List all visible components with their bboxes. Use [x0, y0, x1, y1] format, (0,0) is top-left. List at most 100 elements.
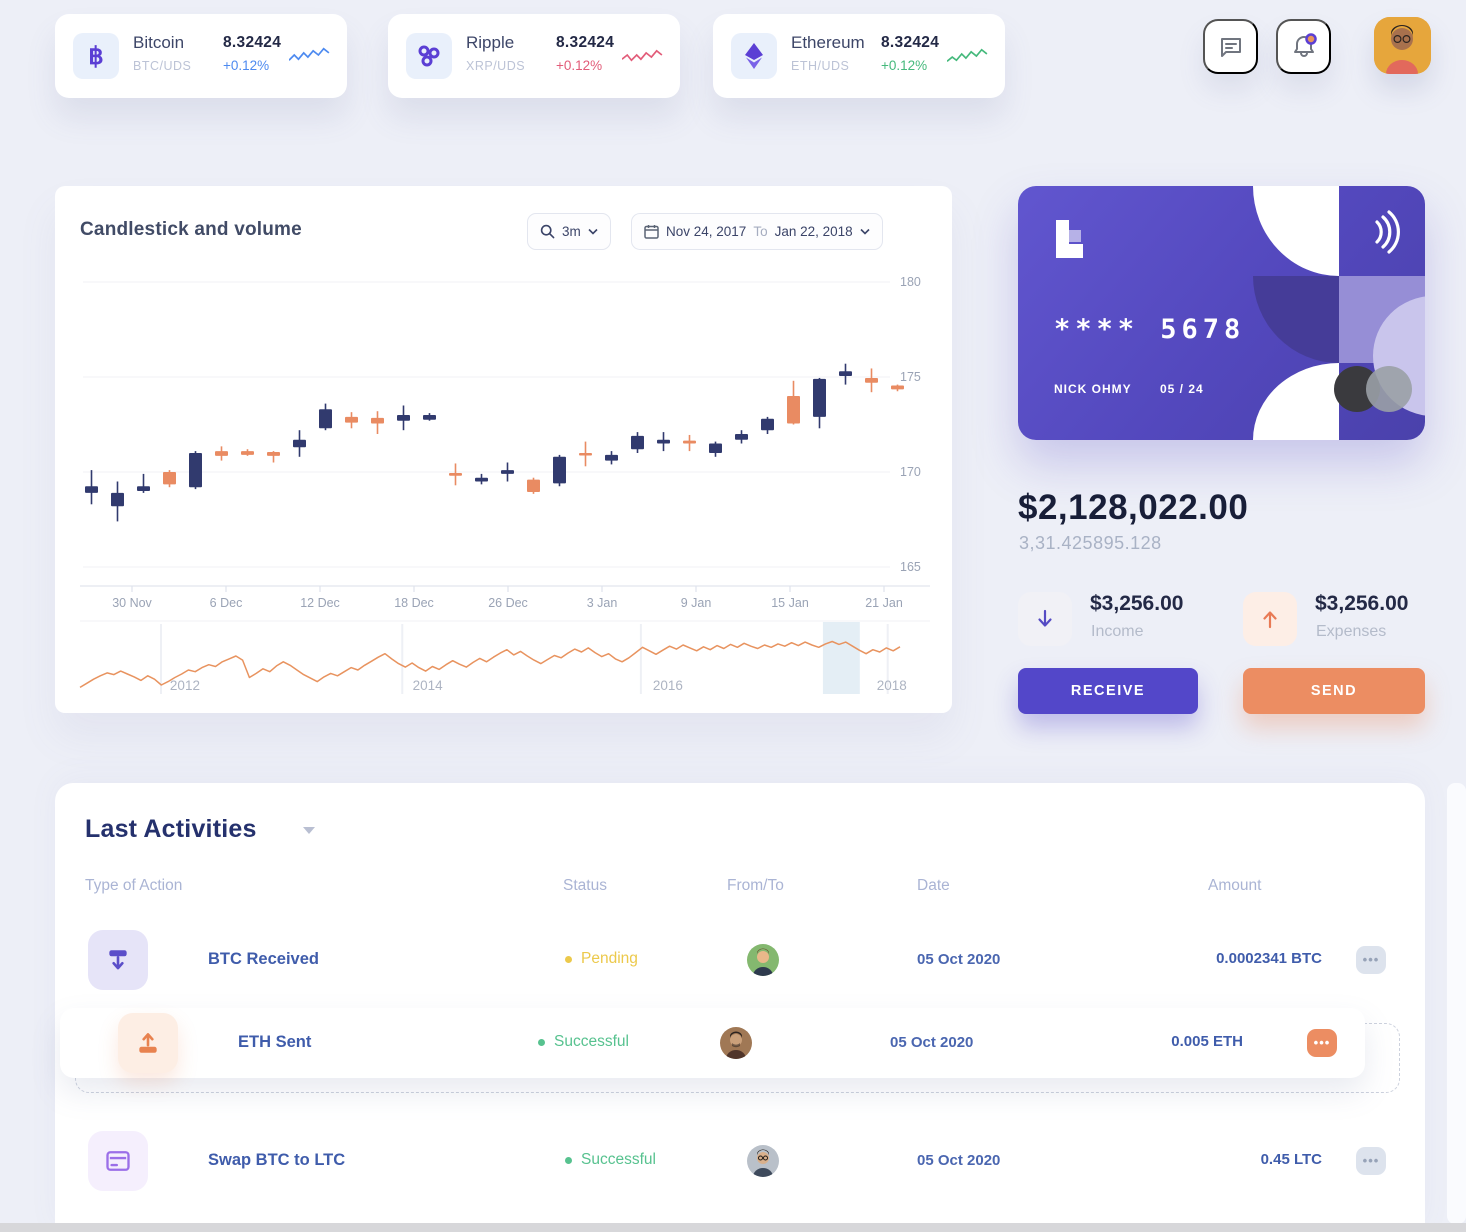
svg-text:18 Dec: 18 Dec — [394, 596, 434, 610]
messages-button[interactable] — [1203, 19, 1258, 74]
balance-crypto-equivalent: 3,31.425895.128 — [1019, 533, 1162, 553]
contactless-icon — [1375, 210, 1400, 254]
row-menu-button[interactable]: ••• — [1356, 1147, 1386, 1175]
ticker-change: +0.12% — [556, 58, 603, 73]
sparkline-icon — [947, 48, 988, 62]
column-type-of-action: Type of Action — [85, 877, 183, 894]
status-dot — [538, 1038, 545, 1046]
status-badge: Pending — [565, 950, 638, 968]
search-icon — [540, 224, 555, 239]
card-pattern-shape — [1253, 276, 1339, 363]
svg-text:12 Dec: 12 Dec — [300, 596, 340, 610]
card-toggle-light-circle[interactable] — [1366, 366, 1412, 412]
candlestick-chart-card: Candlestick and volume 3m Nov 24, 2017 T… — [55, 186, 952, 713]
candlestick-chart[interactable]: 180 175 170 165 30 Nov 6 Dec 12 Dec 18 Dec 26 De… — [75, 266, 945, 616]
card-expiry: 05 / 24 — [1160, 382, 1204, 396]
ticker-value: 8.32424 — [223, 34, 282, 51]
column-status: Status — [563, 877, 607, 894]
row-menu-button[interactable]: ••• — [1356, 946, 1386, 974]
ticker-value: 8.32424 — [556, 34, 615, 51]
card-pattern-shape — [1253, 363, 1339, 440]
chevron-down-icon — [588, 228, 598, 235]
ripple-icon — [406, 33, 452, 79]
svg-text:2014: 2014 — [413, 678, 444, 693]
activities-title: Last Activities — [85, 815, 257, 843]
activity-amount: 0.45 LTC — [1260, 1151, 1322, 1168]
svg-text:30 Nov: 30 Nov — [112, 596, 152, 610]
bell-icon — [1293, 32, 1317, 57]
send-icon — [118, 1013, 178, 1073]
svg-text:26 Dec: 26 Dec — [488, 596, 528, 610]
arrow-up-icon — [1263, 611, 1277, 629]
date-to-label: To — [753, 224, 768, 239]
row-menu-button[interactable]: ••• — [1307, 1029, 1337, 1057]
notifications-button[interactable] — [1276, 19, 1331, 74]
column-from-to: From/To — [727, 877, 784, 894]
card-contactless-cell — [1339, 186, 1425, 276]
activity-name: ETH Sent — [238, 1033, 312, 1051]
user-avatar[interactable] — [1374, 17, 1431, 74]
chevron-down-icon[interactable] — [303, 827, 315, 834]
svg-text:2012: 2012 — [170, 678, 200, 693]
expenses-label: Expenses — [1316, 623, 1387, 640]
sparkline-icon — [289, 47, 330, 61]
date-end: Jan 22, 2018 — [774, 224, 853, 239]
svg-text:9 Jan: 9 Jan — [681, 596, 712, 610]
scrollbar-track[interactable] — [1447, 783, 1466, 1224]
column-amount: Amount — [1208, 877, 1262, 894]
credit-card[interactable]: **** 5678 NICK OHMY 05 / 24 — [1018, 186, 1425, 440]
range-select[interactable]: 3m — [527, 213, 611, 250]
svg-text:2018: 2018 — [877, 678, 907, 693]
calendar-icon — [644, 225, 659, 239]
svg-text:170: 170 — [900, 465, 921, 479]
svg-text:180: 180 — [900, 275, 921, 289]
activity-name: Swap BTC to LTC — [208, 1151, 346, 1169]
chat-icon — [1220, 37, 1241, 57]
volume-navigator-chart[interactable]: 2012 2014 2016 2018 — [75, 620, 945, 700]
svg-text:6 Dec: 6 Dec — [210, 596, 243, 610]
income-label: Income — [1091, 623, 1144, 640]
svg-text:2016: 2016 — [653, 678, 683, 693]
ticker-name: Ripple — [466, 33, 515, 52]
ethereum-icon — [731, 33, 777, 79]
status-badge: Successful — [538, 1033, 629, 1051]
avatar-image — [1374, 17, 1431, 74]
chevron-down-icon — [860, 228, 870, 235]
ticker-card-ripple[interactable]: Ripple XRP/UDS 8.32424 +0.12% — [388, 14, 680, 98]
send-button[interactable]: SEND — [1243, 668, 1425, 714]
ticker-card-bitcoin[interactable]: ฿ Bitcoin BTC/UDS 8.32424 +0.12% — [55, 14, 347, 98]
date-start: Nov 24, 2017 — [666, 224, 747, 239]
status-dot — [565, 1156, 572, 1164]
svg-text:15 Jan: 15 Jan — [771, 596, 809, 610]
chart-title: Candlestick and volume — [80, 219, 302, 240]
svg-text:3 Jan: 3 Jan — [587, 596, 618, 610]
activity-date: 05 Oct 2020 — [917, 951, 1001, 968]
receive-icon — [88, 930, 148, 990]
income-icon — [1018, 592, 1072, 646]
bank-logo-icon — [1056, 220, 1096, 262]
card-holder-name: NICK OHMY — [1054, 382, 1132, 396]
total-balance: $2,128,022.00 — [1018, 488, 1249, 527]
notification-badge — [1304, 32, 1317, 45]
date-range-picker[interactable]: Nov 24, 2017 To Jan 22, 2018 — [631, 213, 883, 250]
ticker-pair: BTC/UDS — [133, 59, 192, 73]
activity-date: 05 Oct 2020 — [917, 1152, 1001, 1169]
bottom-edge-bar — [0, 1223, 1466, 1232]
income-amount: $3,256.00 — [1090, 592, 1184, 615]
activity-amount: 0.0002341 BTC — [1216, 950, 1322, 967]
svg-text:175: 175 — [900, 370, 921, 384]
activity-amount: 0.005 ETH — [1171, 1033, 1243, 1050]
ticker-pair: ETH/UDS — [791, 59, 850, 73]
status-dot — [565, 955, 572, 963]
table-row-highlighted[interactable] — [60, 1008, 1365, 1078]
ticker-change: +0.12% — [881, 58, 928, 73]
column-date: Date — [917, 877, 950, 894]
avatar — [720, 1027, 752, 1059]
swap-card-icon — [88, 1131, 148, 1191]
ticker-card-ethereum[interactable]: Ethereum ETH/UDS 8.32424 +0.12% — [713, 14, 1005, 98]
expenses-icon — [1243, 592, 1297, 646]
ticker-value: 8.32424 — [881, 34, 940, 51]
activity-date: 05 Oct 2020 — [890, 1034, 974, 1051]
svg-text:165: 165 — [900, 560, 921, 574]
receive-button[interactable]: RECEIVE — [1018, 668, 1198, 714]
